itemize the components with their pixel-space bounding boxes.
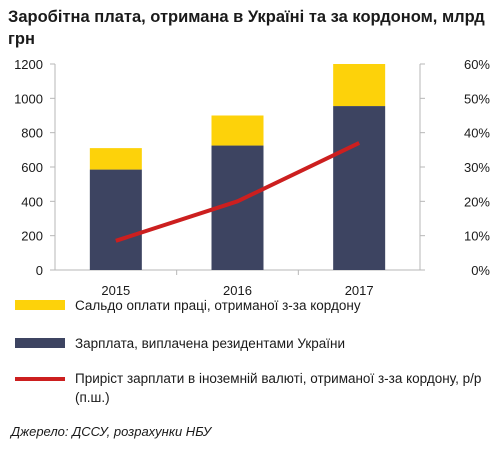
bar-saldo — [333, 64, 386, 107]
growth-line — [115, 141, 361, 243]
y-left-tick-label: 1200 — [14, 57, 43, 72]
legend-item-saldo: Сальдо оплати праці, отриманої з-за корд… — [15, 296, 495, 315]
source-note: Джерело: ДССУ, розрахунки НБУ — [11, 424, 212, 439]
legend-item-growth: Приріст зарплати в іноземній валюті, отр… — [15, 369, 495, 407]
y-right-tick-label: 50% — [464, 91, 490, 106]
legend-item-salary: Зарплата, виплачена резидентами України — [15, 334, 495, 353]
x-tick-label: 2015 — [101, 283, 130, 298]
legend-swatch-growth — [15, 377, 65, 381]
y-left-tick-label: 200 — [21, 229, 43, 244]
y-right-tick-label: 0% — [471, 263, 490, 278]
y-right-tick-label: 10% — [464, 229, 490, 244]
y-left-tick-label: 1000 — [14, 91, 43, 106]
y-left-tick-label: 0 — [36, 263, 43, 278]
x-tick-label: 2016 — [223, 283, 252, 298]
y-right-tick-label: 20% — [464, 194, 490, 209]
y-right-tick-label: 30% — [464, 160, 490, 175]
x-tick-label: 2017 — [345, 283, 374, 298]
bar-salary — [89, 169, 142, 270]
chart-plot: 0 200 400 600 800 1000 1200 0% 10% 20% 30% 40% 50% 60… — [14, 57, 490, 298]
chart-title: Заробітна плата, отримана в Україні та з… — [8, 8, 485, 48]
bar-saldo — [89, 148, 142, 170]
y-left-tick-label: 600 — [21, 160, 43, 175]
legend-label-salary: Зарплата, виплачена резидентами України — [75, 336, 346, 351]
y-right-tick-label: 60% — [464, 57, 490, 72]
bar-saldo — [211, 115, 264, 146]
legend-swatch-saldo — [15, 300, 65, 310]
y-left-tick-label: 800 — [21, 126, 43, 141]
legend-label-growth: Приріст зарплати в іноземній валюті, отр… — [75, 371, 482, 405]
y-left-tick-label: 400 — [21, 194, 43, 209]
legend-label-saldo: Сальдо оплати праці, отриманої з-за корд… — [75, 298, 361, 313]
bar-salary — [333, 106, 386, 270]
legend-swatch-salary — [15, 338, 65, 348]
y-right-tick-label: 40% — [464, 126, 490, 141]
